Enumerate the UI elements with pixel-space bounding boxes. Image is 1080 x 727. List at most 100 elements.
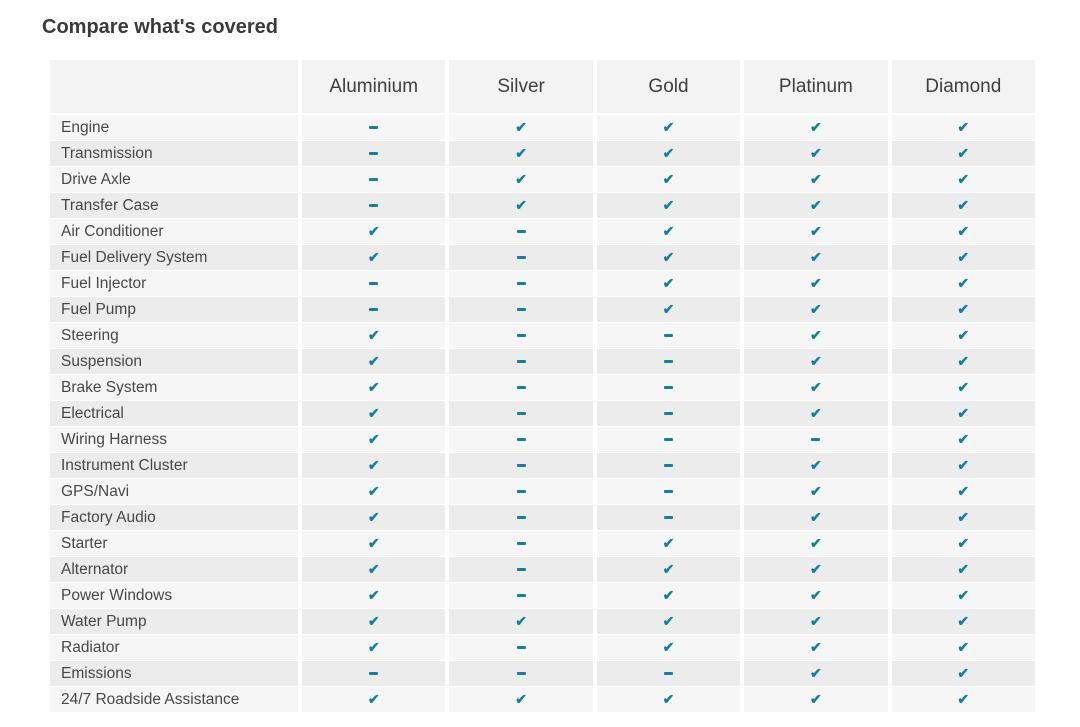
coverage-cell: ✔ [596, 687, 741, 712]
check-icon: ✔ [367, 222, 380, 239]
check-icon: ✔ [810, 534, 822, 551]
check-icon: ✔ [662, 612, 675, 629]
coverage-cell: ✔ [891, 323, 1035, 348]
coverage-cell: ✔ [744, 219, 888, 244]
check-icon: ✔ [957, 274, 970, 291]
check-icon: ✔ [662, 222, 675, 239]
row-label: Water Pump [50, 609, 298, 634]
check-icon: ✔ [662, 560, 675, 577]
check-icon: ✔ [810, 300, 822, 317]
coverage-cell: ✔ [449, 115, 593, 140]
check-icon: ✔ [367, 378, 380, 395]
check-icon: ✔ [662, 300, 675, 317]
dash-icon [516, 282, 526, 285]
row-label: Power Windows [50, 583, 298, 608]
coverage-cell: ✔ [891, 349, 1035, 374]
coverage-cell: ✔ [302, 531, 446, 556]
coverage-cell: ✔ [744, 323, 888, 348]
coverage-cell [449, 557, 593, 582]
coverage-cell [449, 453, 593, 478]
check-icon: ✔ [367, 352, 380, 369]
table-row: Factory Audio ✔ ✔ ✔ [50, 505, 1035, 530]
dash-icon [516, 256, 526, 259]
check-icon: ✔ [810, 144, 822, 161]
coverage-cell: ✔ [891, 661, 1035, 686]
coverage-cell: ✔ [302, 375, 446, 400]
dash-icon [663, 672, 673, 675]
coverage-cell: ✔ [596, 115, 741, 140]
coverage-cell: ✔ [744, 115, 888, 140]
coverage-cell [302, 271, 446, 296]
check-icon: ✔ [367, 430, 380, 447]
coverage-cell [596, 661, 741, 686]
coverage-cell: ✔ [744, 245, 888, 270]
coverage-cell [744, 427, 888, 452]
row-label: Factory Audio [50, 505, 298, 530]
check-icon: ✔ [957, 508, 970, 525]
coverage-cell [596, 349, 741, 374]
check-icon: ✔ [957, 326, 970, 343]
coverage-cell [596, 505, 741, 530]
check-icon: ✔ [662, 248, 675, 265]
coverage-cell [302, 115, 446, 140]
check-icon: ✔ [957, 612, 970, 629]
check-icon: ✔ [810, 508, 822, 525]
dash-icon [369, 126, 379, 129]
coverage-cell [449, 297, 593, 322]
check-icon: ✔ [367, 612, 380, 629]
row-label: Alternator [50, 557, 298, 582]
coverage-cell [449, 427, 593, 452]
table-row: Fuel Pump ✔ ✔ ✔ [50, 297, 1035, 322]
check-icon: ✔ [810, 638, 822, 655]
coverage-cell: ✔ [744, 141, 888, 166]
coverage-cell: ✔ [302, 583, 446, 608]
check-icon: ✔ [810, 690, 822, 707]
check-icon: ✔ [810, 170, 822, 187]
coverage-cell: ✔ [302, 323, 446, 348]
check-icon: ✔ [957, 378, 970, 395]
table-row: Instrument Cluster ✔ ✔ ✔ [50, 453, 1035, 478]
coverage-cell: ✔ [596, 557, 741, 582]
coverage-cell: ✔ [744, 635, 888, 660]
coverage-cell: ✔ [596, 583, 741, 608]
coverage-cell [596, 401, 741, 426]
dash-icon [516, 568, 526, 571]
header-plan-gold: Gold [596, 60, 741, 113]
coverage-cell: ✔ [596, 167, 741, 192]
coverage-cell: ✔ [302, 557, 446, 582]
dash-icon [516, 542, 526, 545]
check-icon: ✔ [810, 456, 822, 473]
coverage-cell [596, 453, 741, 478]
check-icon: ✔ [662, 196, 675, 213]
table-row: Alternator ✔ ✔ ✔ ✔ [50, 557, 1035, 582]
row-label: Wiring Harness [50, 427, 298, 452]
dash-icon [811, 438, 821, 441]
coverage-cell [449, 323, 593, 348]
dash-icon [516, 334, 526, 337]
check-icon: ✔ [662, 274, 675, 291]
check-icon: ✔ [957, 456, 970, 473]
coverage-cell: ✔ [744, 661, 888, 686]
header-plan-aluminium: Aluminium [302, 60, 446, 113]
row-label: Steering [50, 323, 298, 348]
dash-icon [369, 308, 379, 311]
check-icon: ✔ [810, 352, 822, 369]
check-icon: ✔ [810, 326, 822, 343]
check-icon: ✔ [957, 664, 970, 681]
check-icon: ✔ [810, 222, 822, 239]
table-row: Fuel Delivery System ✔ ✔ ✔ ✔ [50, 245, 1035, 270]
check-icon: ✔ [515, 196, 527, 213]
coverage-cell [302, 297, 446, 322]
coverage-cell: ✔ [596, 271, 741, 296]
check-icon: ✔ [515, 612, 527, 629]
dash-icon [369, 152, 379, 155]
coverage-cell: ✔ [302, 401, 446, 426]
coverage-cell [449, 271, 593, 296]
coverage-cell: ✔ [449, 687, 593, 712]
coverage-cell: ✔ [302, 349, 446, 374]
dash-icon [516, 464, 526, 467]
table-row: Radiator ✔ ✔ ✔ ✔ [50, 635, 1035, 660]
row-label: Drive Axle [50, 167, 298, 192]
check-icon: ✔ [515, 170, 527, 187]
coverage-cell: ✔ [891, 687, 1035, 712]
